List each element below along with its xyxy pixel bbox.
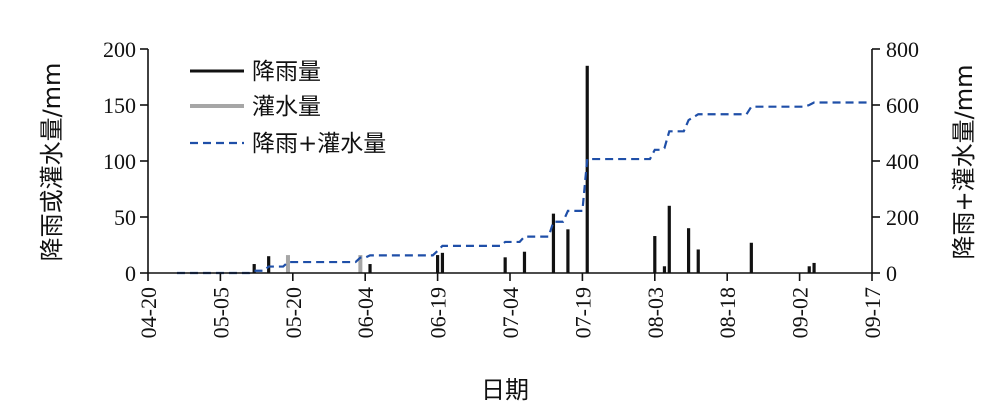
- y-left-tick-label: 150: [103, 93, 136, 118]
- x-tick-label: 04-20: [136, 287, 161, 338]
- rainfall-bar: [696, 249, 700, 273]
- rainfall-bar: [503, 257, 507, 273]
- x-tick-label: 05-05: [208, 287, 233, 338]
- rainfall-bar: [662, 266, 667, 273]
- x-tick-label: 08-18: [715, 287, 740, 338]
- x-tick-label: 09-17: [860, 287, 885, 338]
- rainfall-bar: [436, 255, 440, 273]
- axes-layer: 0 50 100 150 200 0 200 400 600 800 04-20 05-05 05-20…: [103, 37, 919, 338]
- irrigation-bar: [358, 255, 363, 273]
- y-right-tick-label: 600: [886, 93, 919, 118]
- y-right-tick-label: 800: [886, 37, 919, 62]
- rainfall-bar: [440, 252, 445, 273]
- x-tick-label: 09-02: [788, 287, 813, 338]
- rainfall-bar: [566, 229, 570, 273]
- irrigation-bar: [285, 255, 290, 273]
- rainfall-bar: [551, 213, 556, 273]
- rainfall-bar: [267, 256, 271, 273]
- legend-label-rainfall: 降雨量: [252, 59, 321, 85]
- x-tick-label: 05-20: [281, 287, 306, 338]
- x-tick-label: 08-03: [643, 287, 668, 338]
- x-axis-title: 日期: [481, 376, 529, 404]
- legend: 降雨量 灌水量 降雨+灌水量: [190, 59, 386, 157]
- rainfall-bar: [686, 228, 691, 273]
- cumulative-series-line: [176, 101, 872, 275]
- rainfall-bar: [252, 264, 256, 273]
- x-tick-label: 06-19: [426, 287, 451, 338]
- y-left-tick-label: 200: [103, 37, 136, 62]
- rainfall-bar: [585, 65, 589, 273]
- y-left-tick-label: 100: [103, 149, 136, 174]
- y-axis-right-title: 降雨+灌水量/mm: [950, 65, 978, 260]
- y-left-tick-label: 0: [125, 261, 136, 286]
- rainfall-bar: [807, 266, 811, 273]
- rainfall-bar: [653, 236, 657, 273]
- rainfall-bar: [812, 262, 816, 273]
- y-left-tick-label: 50: [114, 205, 136, 230]
- cumulative-line-layer: [176, 101, 872, 275]
- x-tick-label: 07-04: [498, 287, 523, 338]
- bars-layer: [252, 65, 816, 273]
- legend-label-cumulative: 降雨+灌水量: [252, 131, 386, 157]
- rainfall-bar: [368, 264, 372, 273]
- y-right-tick-label: 400: [886, 149, 919, 174]
- rainfall-bar: [667, 205, 671, 273]
- x-tick-label: 06-04: [353, 287, 378, 338]
- rainfall-bar: [522, 251, 527, 273]
- rainfall-bar: [749, 242, 753, 273]
- y-right-tick-label: 0: [886, 261, 897, 286]
- x-tick-label: 07-19: [570, 287, 595, 338]
- y-right-tick-label: 200: [886, 205, 919, 230]
- y-axis-left-title: 降雨或灌水量/mm: [38, 63, 66, 262]
- legend-label-irrigation: 灌水量: [252, 94, 321, 120]
